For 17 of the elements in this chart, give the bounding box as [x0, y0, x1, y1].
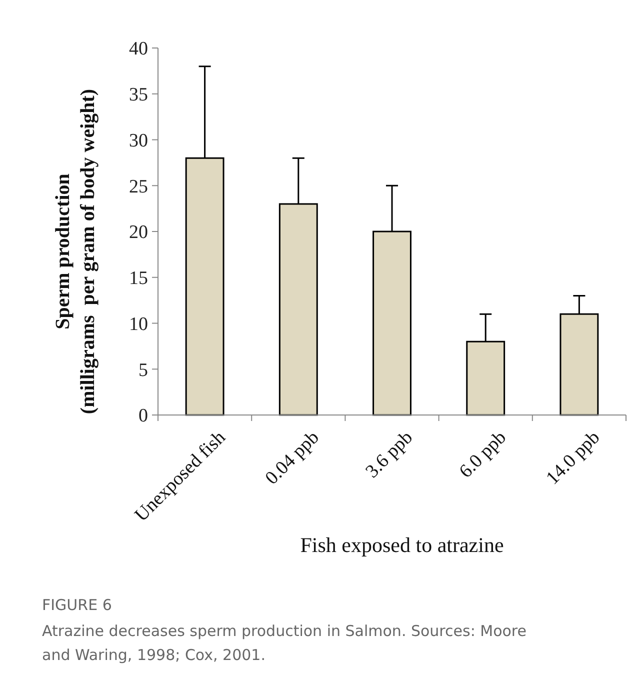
y-tick-label: 15 — [129, 268, 148, 290]
y-tick-label: 30 — [129, 130, 148, 152]
y-tick-label: 5 — [138, 360, 148, 381]
y-tick-label: 25 — [129, 176, 148, 198]
x-tick-label: 14.0 ppb — [542, 427, 604, 489]
y-tick-label: 35 — [129, 84, 148, 106]
caption: FIGURE 6 — [42, 596, 112, 614]
x-tick-label: 3.6 ppb — [362, 427, 417, 482]
y-tick-label: 10 — [129, 314, 148, 335]
y-tick-label: 0 — [138, 406, 148, 427]
y-axis-title: Sperm production (milligrams per gram of body weight) — [52, 88, 99, 414]
x-tick-label: 6.0 ppb — [455, 427, 511, 482]
y-tick-label: 40 — [129, 38, 148, 60]
x-tick-label: 0.04 ppb — [261, 427, 324, 489]
y-tick-label: 20 — [129, 222, 148, 244]
text: Atrazine decreases sperm production in Salmon. Sources: Moore and Waring, 1998; Cox, 2001. — [42, 622, 526, 664]
x-axis-title: Fish exposed to atrazine — [300, 533, 504, 557]
